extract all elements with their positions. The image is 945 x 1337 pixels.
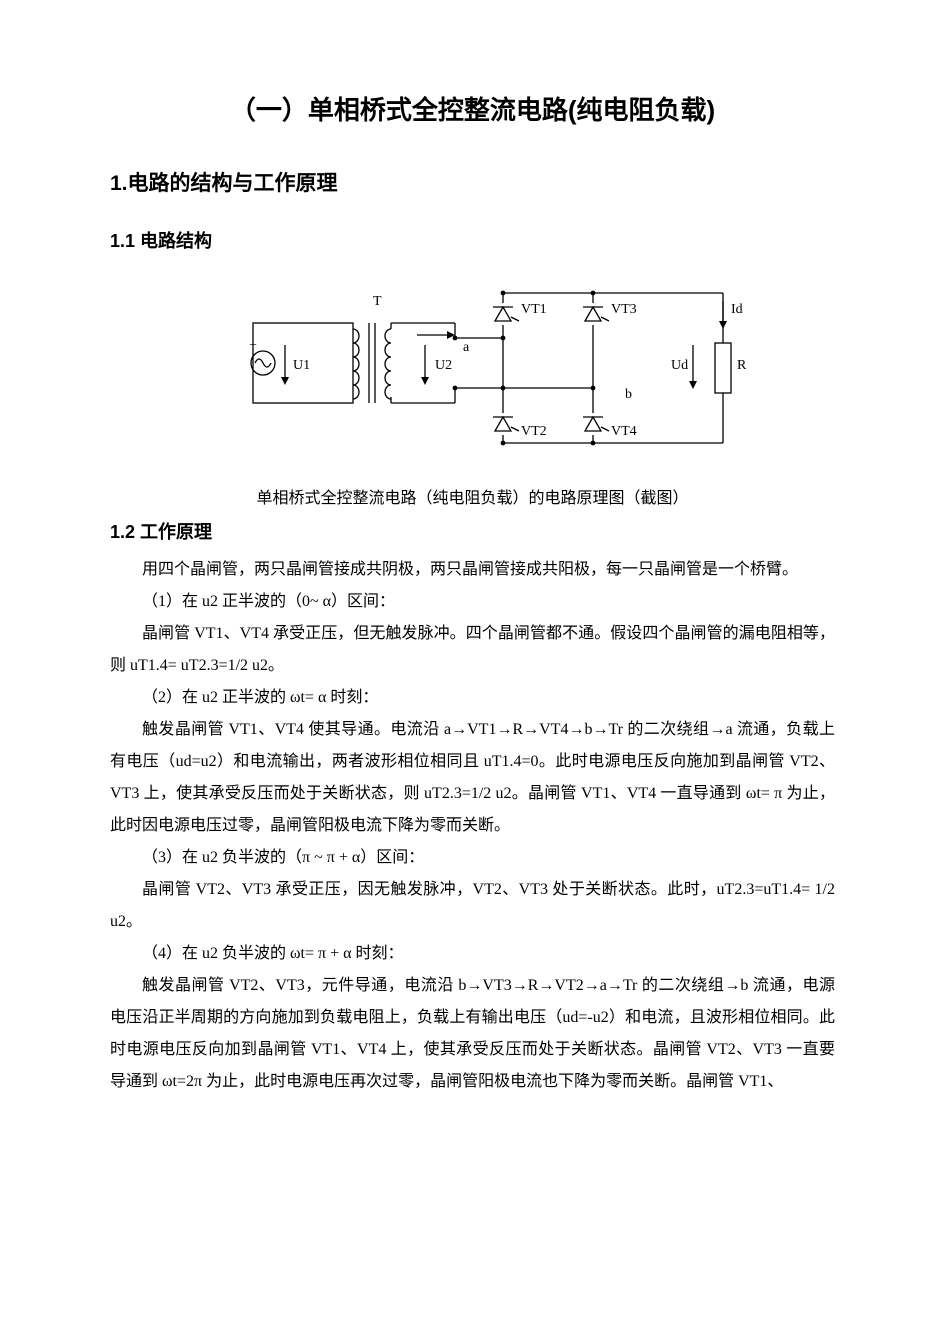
label-vt2: VT2	[521, 424, 547, 439]
para-1: 用四个晶闸管，两只晶闸管接成共阴极，两只晶闸管接成共阳极，每一只晶闸管是一个桥臂…	[110, 554, 835, 586]
page-title: （一）单相桥式全控整流电路(纯电阻负载)	[110, 90, 835, 127]
label-ud: Ud	[671, 358, 688, 373]
circuit-diagram: + U1 T U2	[110, 263, 835, 478]
para-3: 晶闸管 VT1、VT4 承受正压，但无触发脉冲。四个晶闸管都不通。假设四个晶闸管…	[110, 618, 835, 682]
label-u1: U1	[293, 358, 310, 373]
para-8: （4）在 u2 负半波的 ωt= π + α 时刻：	[110, 938, 835, 970]
label-vt3: VT3	[611, 302, 637, 317]
label-b: b	[625, 387, 632, 402]
label-r: R	[737, 358, 747, 373]
label-a: a	[463, 340, 470, 355]
para-6: （3）在 u2 负半波的（π ~ π + α）区间：	[110, 842, 835, 874]
label-plus: +	[249, 338, 257, 353]
body-text: 用四个晶闸管，两只晶闸管接成共阴极，两只晶闸管接成共阳极，每一只晶闸管是一个桥臂…	[110, 554, 835, 1098]
para-7: 晶闸管 VT2、VT3 承受正压，因无触发脉冲，VT2、VT3 处于关断状态。此…	[110, 874, 835, 938]
label-id: Id	[731, 302, 743, 317]
heading-section-1: 1.电路的结构与工作原理	[110, 167, 835, 197]
label-t: T	[373, 294, 382, 309]
heading-1-2: 1.2 工作原理	[110, 518, 835, 544]
page: （一）单相桥式全控整流电路(纯电阻负载) 1.电路的结构与工作原理 1.1 电路…	[0, 0, 945, 1337]
para-9: 触发晶闸管 VT2、VT3，元件导通，电流沿 b→VT3→R→VT2→a→Tr …	[110, 970, 835, 1098]
para-5: 触发晶闸管 VT1、VT4 使其导通。电流沿 a→VT1→R→VT4→b→Tr …	[110, 714, 835, 842]
para-2: （1）在 u2 正半波的（0~ α）区间：	[110, 586, 835, 618]
label-vt4: VT4	[611, 424, 637, 439]
heading-1-1: 1.1 电路结构	[110, 227, 835, 253]
label-vt1: VT1	[521, 302, 547, 317]
circuit-svg: + U1 T U2	[193, 263, 753, 473]
label-u2: U2	[435, 358, 452, 373]
diagram-caption: 单相桥式全控整流电路（纯电阻负载）的电路原理图（截图）	[110, 484, 835, 508]
para-4: （2）在 u2 正半波的 ωt= α 时刻：	[110, 682, 835, 714]
